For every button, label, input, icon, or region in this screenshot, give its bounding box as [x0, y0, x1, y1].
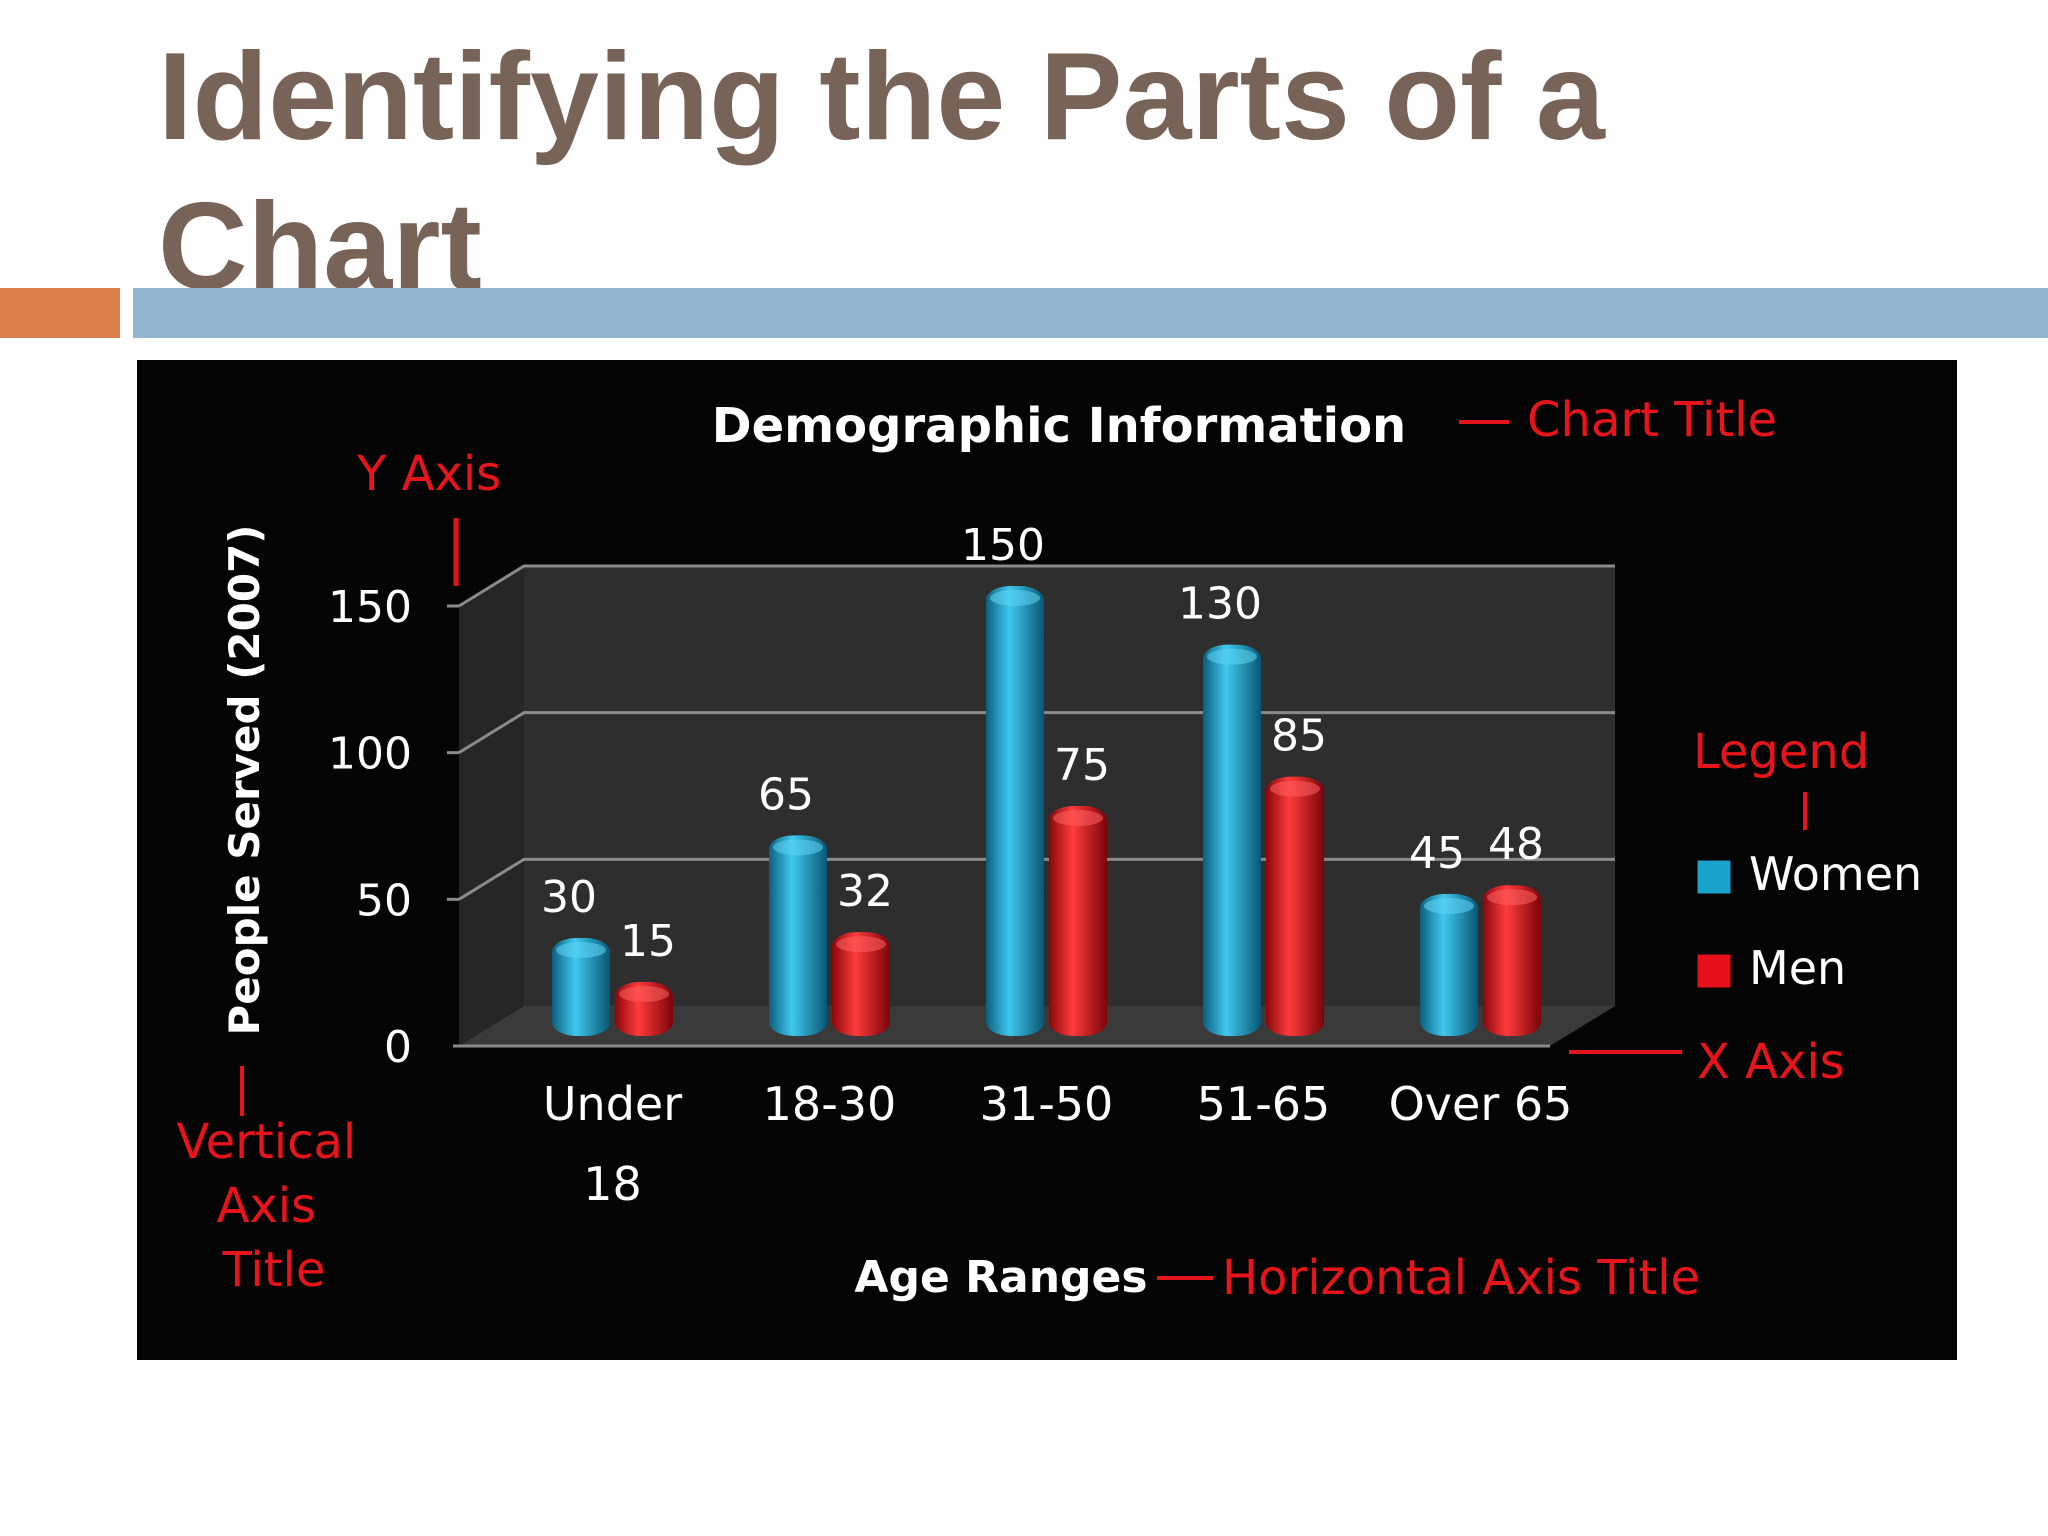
data-label-women: 45 [1409, 828, 1465, 879]
bar-cap [556, 942, 606, 958]
x-axis-title: Age Ranges [854, 1252, 1147, 1303]
legend-label-women: Women [1749, 847, 1922, 901]
legend-swatch-men [1696, 953, 1732, 989]
x-tick-label: Under [543, 1077, 682, 1131]
data-label-men: 32 [837, 866, 893, 917]
bar-cap [1053, 810, 1103, 826]
chart-title: Demographic Information [712, 398, 1406, 454]
grid-line [458, 564, 1615, 608]
y-tick-label: 50 [356, 875, 412, 926]
accent-bar-orange [0, 288, 120, 338]
annotation-vertical-line-3: Title [222, 1242, 326, 1298]
bar-women [769, 835, 827, 1036]
bar-cap [1270, 780, 1320, 797]
bar-women [1203, 644, 1261, 1036]
bar-women [1420, 894, 1478, 1036]
bar-men [1266, 776, 1324, 1036]
y-tick-labels: 0 50 100 150 [328, 582, 412, 1073]
data-label-women: 130 [1178, 579, 1262, 630]
legend: Women Men [1696, 847, 1922, 995]
annotation-vertical-line-1: Vertical [177, 1114, 357, 1170]
bar-cap [1207, 648, 1257, 665]
x-tick-label: 18 [583, 1157, 642, 1211]
chart-image: 0 50 100 150 30 15 65 32 150 75 130 85 45 48 Under 18… [137, 360, 1957, 1360]
legend-swatch-women [1696, 859, 1732, 895]
bars [552, 586, 1541, 1036]
bar-women [552, 938, 610, 1036]
bar-cap [1487, 889, 1537, 906]
bar-chart: 0 50 100 150 30 15 65 32 150 75 130 85 45 48 Under 18… [177, 392, 1923, 1306]
annotation-horizontal-axis-title: Horizontal Axis Title [1222, 1250, 1700, 1306]
x-tick-label: 18-30 [763, 1077, 897, 1131]
data-label-men: 75 [1054, 740, 1110, 791]
bar-men [832, 932, 890, 1036]
data-label-men: 85 [1271, 711, 1327, 762]
annotation-legend: Legend [1693, 724, 1869, 780]
y-tick-label: 100 [328, 729, 412, 780]
y-tick-label: 150 [328, 582, 412, 633]
bar-cap [836, 936, 886, 953]
y-axis-title: People Served (2007) [220, 525, 269, 1036]
accent-bar-blue [133, 288, 2048, 338]
bar-women [986, 586, 1044, 1036]
x-tick-label: 31-50 [980, 1077, 1114, 1131]
slide-title-line-1: Identifying the Parts of a [158, 28, 1605, 166]
x-tick-label: 51-65 [1197, 1077, 1331, 1131]
plot-side-wall [459, 566, 524, 1046]
y-tick-label: 0 [384, 1022, 412, 1073]
data-labels: 30 15 65 32 150 75 130 85 45 48 [541, 520, 1544, 967]
data-label-men: 48 [1488, 819, 1544, 870]
data-label-women: 30 [541, 872, 597, 923]
x-tick-labels: Under 18 18-30 31-50 51-65 Over 65 [543, 1077, 1573, 1211]
annotation-y-axis: Y Axis [356, 446, 501, 502]
annotation-x-axis: X Axis [1697, 1034, 1845, 1090]
data-label-men: 15 [620, 916, 676, 967]
data-label-women: 150 [961, 520, 1045, 571]
data-label-women: 65 [758, 769, 814, 820]
bar-men [1483, 885, 1541, 1036]
slide-title: Identifying the Parts of a Chart [158, 22, 1908, 322]
annotation-vertical-line-2: Axis [217, 1178, 317, 1234]
bar-cap [990, 590, 1040, 606]
bar-men [1049, 806, 1107, 1036]
x-tick-label: Over 65 [1389, 1077, 1573, 1131]
annotation-vertical-axis-title: Vertical Axis Title [177, 1114, 372, 1298]
bar-cap [773, 839, 823, 856]
bar-cap [619, 986, 669, 1002]
bar-cap [1424, 898, 1474, 914]
annotation-chart-title: Chart Title [1527, 392, 1777, 448]
legend-label-men: Men [1749, 941, 1846, 995]
